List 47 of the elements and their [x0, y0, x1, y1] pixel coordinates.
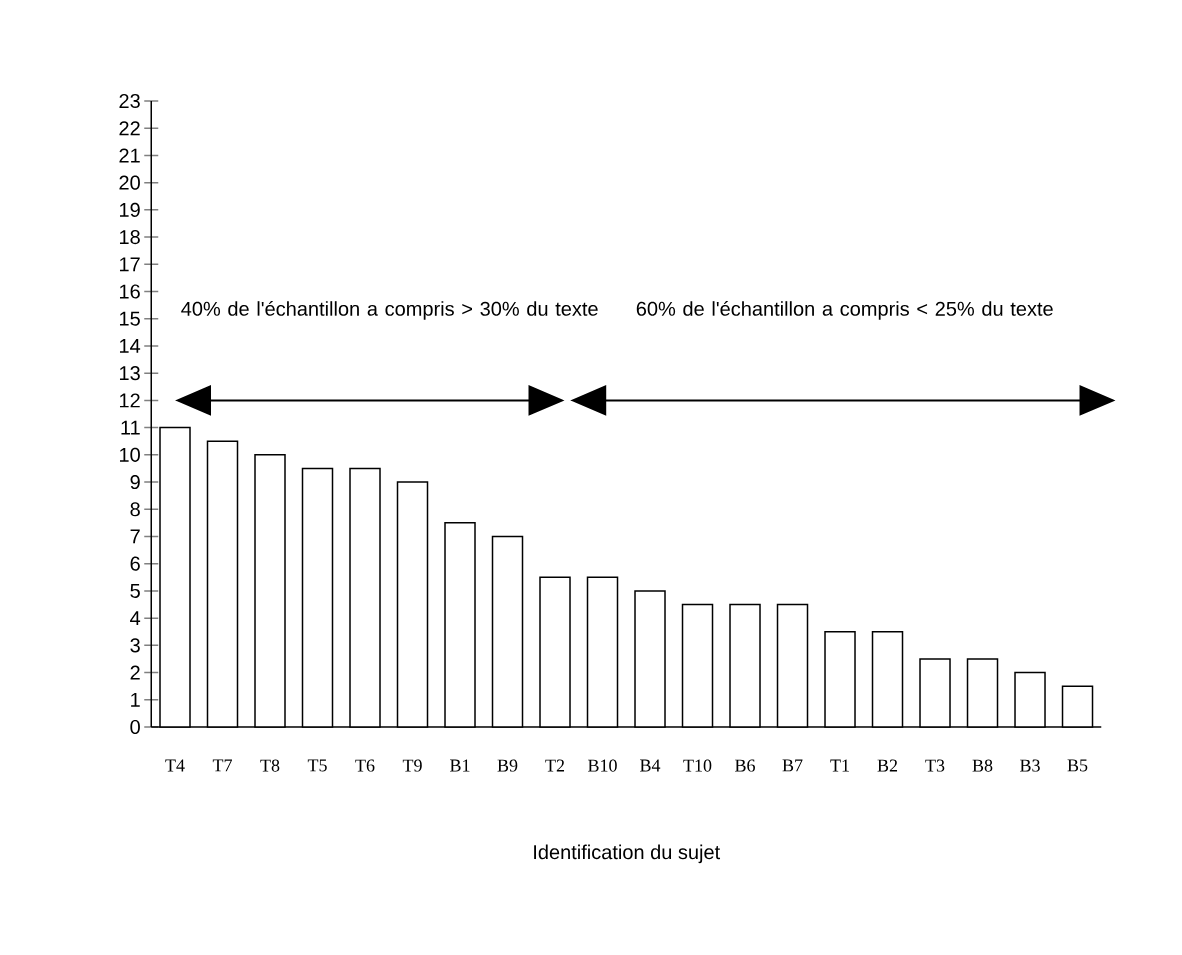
x-tick-label: T8 [260, 759, 280, 772]
y-tick-label: 1 [131, 692, 140, 707]
x-tick-label: T7 [212, 759, 232, 772]
x-tick-label: T1 [830, 759, 849, 772]
x-tick-label: B9 [497, 759, 518, 772]
x-tick-label: B2 [877, 759, 898, 772]
y-tick-label: 8 [130, 502, 140, 517]
y-tick-label: 3 [130, 638, 140, 653]
y-tick-label: 22 [119, 121, 140, 136]
x-tick-label: T9 [402, 759, 422, 772]
annotation: 60% de l'échantillon a compris < 25% du texte [636, 300, 1053, 320]
x-tick-label: T2 [545, 759, 565, 772]
y-tick-label: 14 [119, 339, 141, 353]
y-tick-label: 2 [130, 665, 140, 680]
y-tick-label: 5 [130, 583, 140, 598]
y-tick-label: 18 [119, 230, 140, 245]
x-tick-label: T4 [165, 759, 185, 772]
y-tick-label: 17 [119, 257, 140, 272]
x-axis-title: Identification du sujet [534, 844, 721, 864]
y-tick-label: 11 [121, 420, 140, 435]
x-tick-label: T3 [925, 759, 945, 772]
x-tick-label: B3 [1020, 759, 1040, 772]
y-tick-label: 15 [119, 311, 140, 326]
y-tick-label: 21 [119, 148, 140, 163]
y-tick-label: 12 [119, 393, 140, 408]
x-tick-label: T10 [683, 759, 712, 772]
x-tick-label: B1 [450, 759, 470, 772]
y-tick-label: 10 [119, 447, 140, 462]
y-tick-label: 6 [130, 556, 140, 571]
x-tick-label: T6 [355, 759, 375, 772]
y-tick-label: 23 [119, 93, 140, 109]
y-tick-label: 13 [119, 366, 140, 381]
y-tick-label: 0 [130, 719, 140, 735]
x-tick-label: B5 [1067, 759, 1088, 772]
y-tick-label: 7 [130, 529, 140, 544]
x-tick-label: B8 [972, 759, 993, 772]
x-tick-label: T5 [307, 759, 327, 772]
x-tick-label: B10 [588, 759, 617, 772]
y-tick-label: 19 [119, 202, 140, 217]
y-tick-label: 16 [119, 284, 140, 299]
x-tick-label: B4 [640, 759, 661, 772]
y-tick-label: 9 [130, 474, 140, 490]
x-tick-label: B7 [782, 759, 803, 772]
x-tick-label: B6 [735, 759, 755, 772]
y-tick-label: 20 [119, 175, 140, 190]
annotation: 40% de l'échantillon a compris > 30% du texte [181, 300, 598, 320]
y-tick-label: 4 [130, 611, 141, 626]
